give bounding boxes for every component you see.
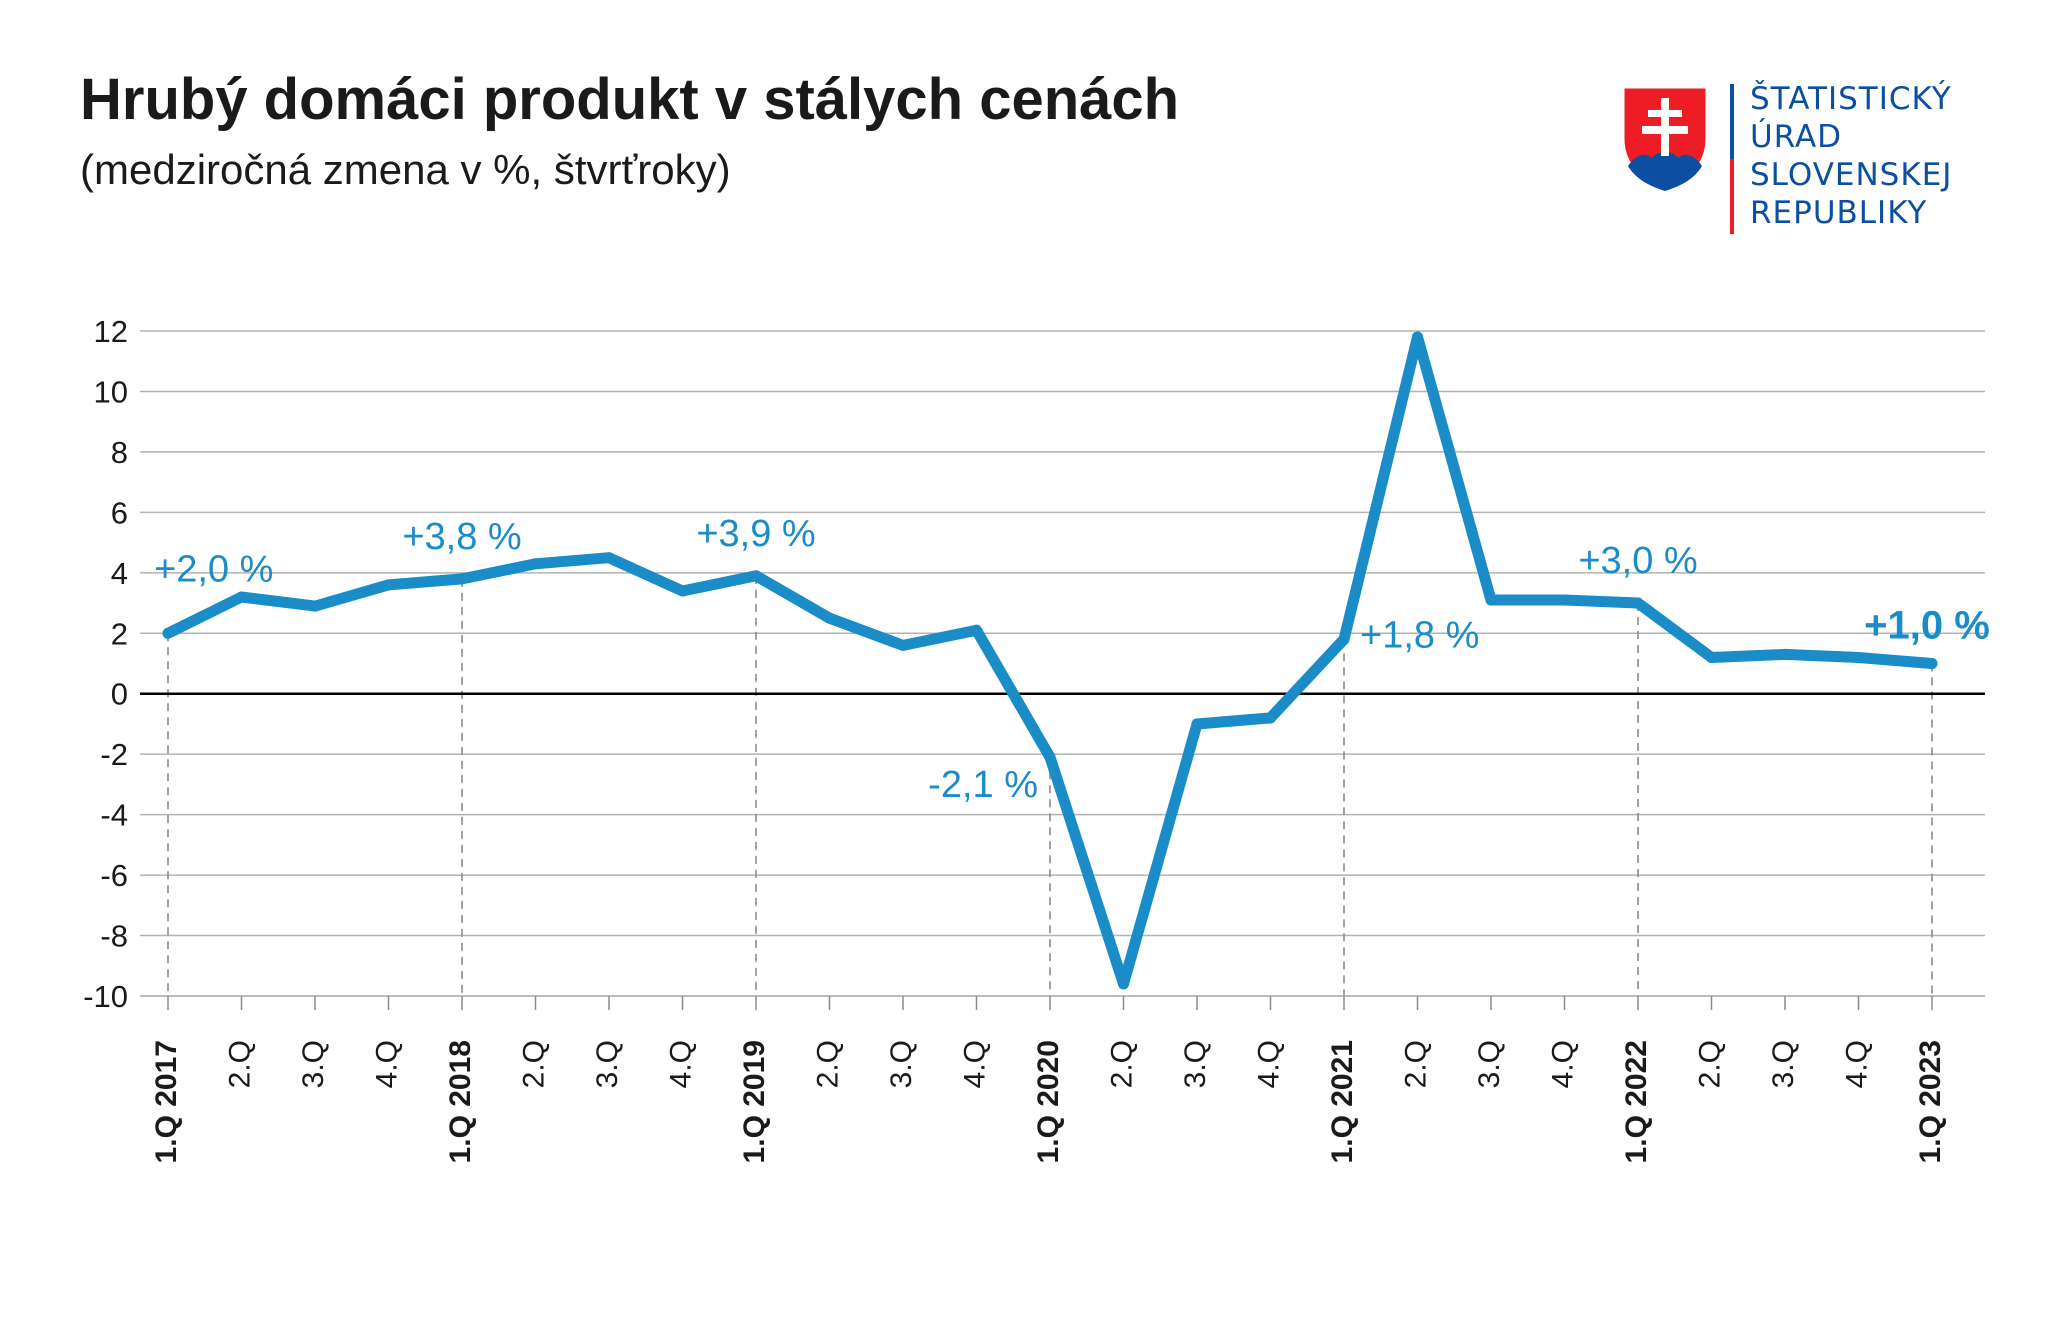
x-tick-label: 4.Q bbox=[958, 1040, 991, 1088]
y-tick-label: -10 bbox=[83, 979, 128, 1014]
data-point bbox=[1118, 978, 1129, 990]
x-tick-label: 2.Q bbox=[811, 1040, 844, 1088]
data-point bbox=[1265, 712, 1276, 724]
data-point bbox=[897, 639, 909, 651]
data-point bbox=[1779, 648, 1791, 660]
chart-title: Hrubý domáci produkt v stálych cenách bbox=[80, 67, 1180, 132]
x-tick-label: 4.Q bbox=[664, 1040, 697, 1088]
x-tick-label: 3.Q bbox=[1767, 1040, 1800, 1088]
data-point bbox=[1044, 751, 1056, 763]
data-point bbox=[456, 573, 468, 585]
data-label: +3,9 % bbox=[696, 513, 815, 555]
statistical-office-logo: ŠTATISTICKÝ ÚRAD SLOVENSKEJ REPUBLIKY bbox=[1620, 80, 2020, 250]
y-tick-label: 12 bbox=[94, 314, 128, 349]
logo-line: ŠTATISTICKÝ bbox=[1750, 81, 1952, 117]
logo-divider bbox=[1730, 84, 1734, 234]
x-tick-label: 2.Q bbox=[1399, 1040, 1432, 1088]
y-tick-label: 2 bbox=[111, 616, 128, 651]
logo-line: REPUBLIKY bbox=[1750, 195, 1928, 231]
x-tick-label: 3.Q bbox=[1473, 1040, 1506, 1088]
data-point bbox=[530, 558, 541, 570]
y-tick-label: 4 bbox=[111, 556, 128, 591]
data-label: +3,0 % bbox=[1578, 540, 1697, 582]
data-point bbox=[1853, 651, 1864, 663]
x-tick-label: 4.Q bbox=[370, 1040, 403, 1088]
y-tick-label: 10 bbox=[94, 374, 128, 409]
x-tick-label: 1.Q 2022 bbox=[1620, 1040, 1653, 1163]
y-tick-label: -4 bbox=[100, 798, 128, 833]
data-point bbox=[1559, 594, 1570, 606]
data-point bbox=[309, 600, 321, 612]
data-point bbox=[677, 585, 688, 597]
data-point bbox=[603, 552, 615, 564]
logo-text: ŠTATISTICKÝ ÚRAD SLOVENSKEJ REPUBLIKY bbox=[1750, 80, 1952, 232]
data-point bbox=[1485, 594, 1497, 606]
x-tick-label: 3.Q bbox=[885, 1040, 918, 1088]
coat-of-arms-icon bbox=[1621, 85, 1709, 193]
x-tick-label: 1.Q 2021 bbox=[1326, 1040, 1359, 1163]
x-tick-label: 3.Q bbox=[297, 1040, 330, 1088]
logo-line: SLOVENSKEJ bbox=[1750, 157, 1953, 193]
x-tick-label: 4.Q bbox=[1840, 1040, 1873, 1088]
x-tick-label: 3.Q bbox=[1179, 1040, 1212, 1088]
y-tick-label: -2 bbox=[100, 737, 128, 772]
data-point bbox=[1191, 718, 1203, 730]
y-tick-label: -8 bbox=[100, 919, 128, 954]
data-point bbox=[1926, 658, 1938, 669]
data-point bbox=[1338, 633, 1350, 645]
x-tick-label: 1.Q 2019 bbox=[738, 1040, 771, 1163]
data-label: +1,0 % bbox=[1864, 604, 1990, 648]
x-tick-label: 1.Q 2018 bbox=[444, 1040, 477, 1163]
x-tick-label: 2.Q bbox=[517, 1040, 550, 1088]
x-tick-label: 4.Q bbox=[1546, 1040, 1579, 1088]
x-tick-label: 1.Q 2017 bbox=[150, 1040, 183, 1163]
data-point bbox=[971, 624, 982, 636]
data-point bbox=[824, 612, 835, 624]
data-point bbox=[162, 627, 174, 639]
data-label: +2,0 % bbox=[154, 548, 273, 590]
x-tick-label: 1.Q 2023 bbox=[1914, 1040, 1947, 1163]
data-point bbox=[750, 570, 762, 582]
data-point bbox=[1632, 597, 1644, 609]
y-tick-label: 8 bbox=[111, 435, 128, 470]
chart-subtitle: (medziročná zmena v %, štvrťroky) bbox=[80, 146, 731, 193]
data-point bbox=[236, 591, 247, 603]
y-tick-label: 6 bbox=[111, 495, 128, 530]
x-tick-label: 2.Q bbox=[1105, 1040, 1138, 1088]
x-tick-label: 4.Q bbox=[1252, 1040, 1285, 1088]
data-label: +1,8 % bbox=[1360, 614, 1479, 656]
data-point bbox=[1706, 651, 1717, 663]
data-point bbox=[383, 579, 394, 591]
y-tick-label: -6 bbox=[100, 858, 128, 893]
x-tick-label: 2.Q bbox=[1693, 1040, 1726, 1088]
x-tick-label: 3.Q bbox=[591, 1040, 624, 1088]
y-tick-label: 0 bbox=[111, 677, 128, 712]
logo-line: ÚRAD bbox=[1750, 119, 1843, 155]
x-tick-label: 1.Q 2020 bbox=[1032, 1040, 1065, 1163]
data-point bbox=[1412, 331, 1423, 343]
data-label: -2,1 % bbox=[928, 764, 1038, 806]
data-label: +3,8 % bbox=[402, 516, 521, 558]
x-tick-label: 2.Q bbox=[223, 1040, 256, 1088]
